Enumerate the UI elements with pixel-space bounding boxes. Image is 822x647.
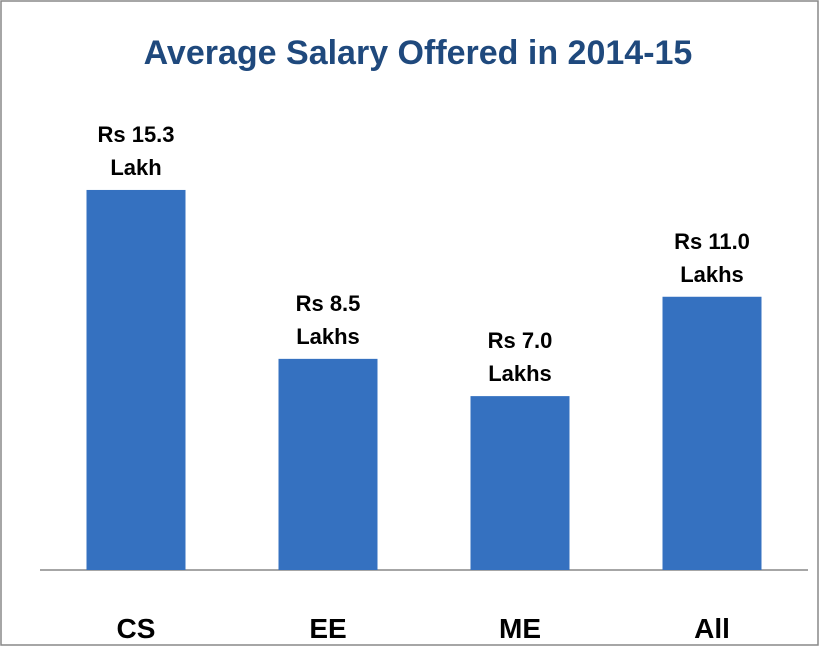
x-tick-label: ME: [499, 613, 541, 644]
bar: [86, 189, 186, 570]
value-label: Rs 8.5 Lakhs: [296, 291, 361, 349]
bar: [278, 358, 378, 570]
value-label: Rs 7.0 Lakhs: [488, 328, 553, 386]
bar: [662, 296, 762, 570]
x-tick-label: All: [694, 613, 730, 644]
chart-title: Average Salary Offered in 2014-15: [144, 34, 693, 72]
value-label: Rs 11.0 Lakhs: [674, 229, 750, 287]
x-tick-label: CS: [117, 613, 156, 644]
bar: [470, 396, 570, 570]
x-tick-label: EE: [309, 613, 346, 644]
value-label: Rs 15.3 Lakh: [97, 122, 174, 180]
